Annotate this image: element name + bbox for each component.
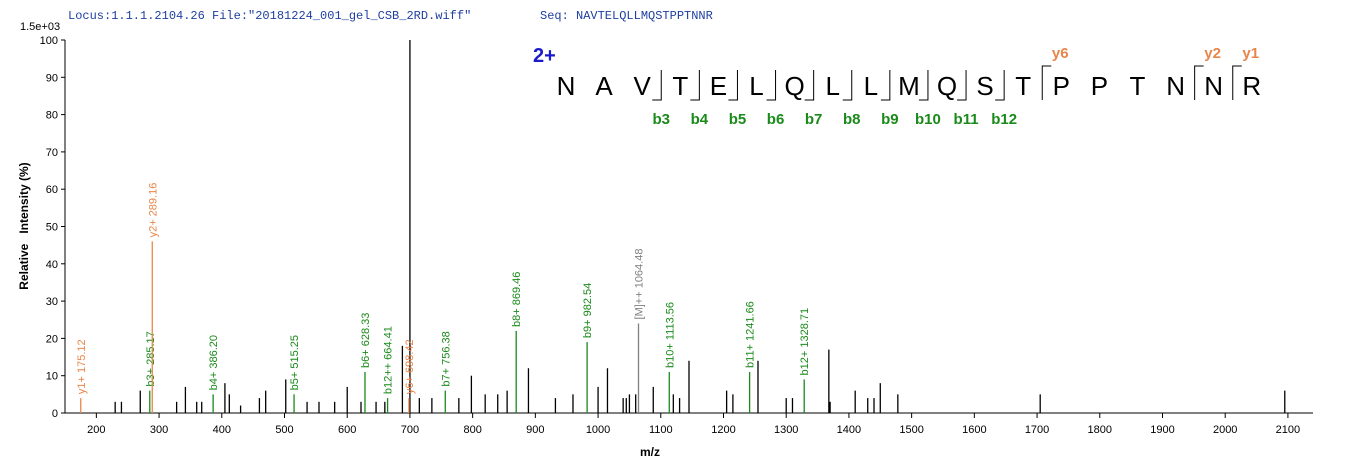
y-tick-label: 60 xyxy=(46,184,58,196)
x-tick-label: 1000 xyxy=(586,424,610,436)
b-bracket xyxy=(690,70,700,101)
residue: N xyxy=(1204,71,1223,101)
b-bracket xyxy=(766,70,777,101)
b-bracket xyxy=(957,70,967,101)
x-tick-label: 900 xyxy=(526,424,544,436)
peak-label: b4+ 386.20 xyxy=(208,335,220,390)
x-tick-label: 400 xyxy=(213,424,231,436)
peak-label: y6+ 698.42 xyxy=(404,339,416,394)
header-locus: Locus:1.1.1.2104.26 File:"20181224_001_g… xyxy=(68,9,471,23)
b-ion-label: b10 xyxy=(915,111,941,128)
x-tick-label: 800 xyxy=(463,424,481,436)
y-tick-label: 70 xyxy=(46,147,58,159)
x-axis-label: m/z xyxy=(640,445,660,459)
b-bracket xyxy=(995,70,1005,101)
peak-label: b7+ 756.38 xyxy=(440,331,452,386)
header-seq: Seq: NAVTELQLLMQSTPPTNNR xyxy=(540,9,713,23)
x-tick-label: 1400 xyxy=(837,424,861,436)
x-tick-label: 1200 xyxy=(711,424,735,436)
x-tick-label: 1300 xyxy=(774,424,798,436)
residue: Q xyxy=(784,71,804,101)
residue: N xyxy=(557,71,576,101)
y-ion-label: y6 xyxy=(1052,45,1069,62)
b-ion-label: b7 xyxy=(805,111,823,128)
residue: A xyxy=(595,71,613,101)
peak-label: b9+ 982.54 xyxy=(582,283,594,338)
peak-label: b12+ 1328.71 xyxy=(799,308,811,376)
residue: S xyxy=(976,71,993,101)
b-ion-label: b8 xyxy=(843,111,861,128)
b-bracket xyxy=(842,70,853,101)
peak-label: y1+ 175.12 xyxy=(76,339,88,394)
peak-label: b5+ 515.25 xyxy=(289,335,301,390)
x-tick-label: 200 xyxy=(87,424,105,436)
peak-label: b11+ 1241.66 xyxy=(745,301,757,368)
residue: L xyxy=(825,71,839,101)
x-tick-label: 1900 xyxy=(1150,424,1174,436)
y-tick-label: 100 xyxy=(40,35,58,47)
b-ion-label: b6 xyxy=(767,111,785,128)
residue: P xyxy=(1091,71,1108,101)
charge: 2+ xyxy=(533,45,556,67)
y-tick-label: 50 xyxy=(46,222,58,234)
residue: V xyxy=(634,71,652,101)
peak-label: b6+ 628.33 xyxy=(360,313,372,368)
x-tick-label: 2000 xyxy=(1213,424,1237,436)
residue: Q xyxy=(937,71,957,101)
b-bracket xyxy=(728,70,738,101)
x-tick-label: 1100 xyxy=(649,424,673,436)
x-tick-label: 1800 xyxy=(1088,424,1112,436)
x-tick-label: 1500 xyxy=(899,424,923,436)
y-bracket xyxy=(1194,65,1204,100)
b-bracket xyxy=(652,70,662,101)
y-tick-label: 10 xyxy=(46,371,58,383)
peak-label: [M]++ 1064.48 xyxy=(634,249,646,320)
y-tick-label: 80 xyxy=(46,110,58,122)
residue: L xyxy=(864,71,878,101)
x-tick-label: 300 xyxy=(150,424,168,436)
residue: P xyxy=(1053,71,1070,101)
b-ion-label: b4 xyxy=(691,111,709,128)
b-ion-label: b3 xyxy=(652,111,670,128)
residue: T xyxy=(1015,71,1031,101)
residue: T xyxy=(672,71,688,101)
y-bracket xyxy=(1232,65,1242,100)
b-ion-label: b11 xyxy=(954,111,979,128)
residue: N xyxy=(1166,71,1185,101)
x-tick-label: 1600 xyxy=(962,424,986,436)
x-tick-label: 500 xyxy=(275,424,293,436)
y-tick-label: 90 xyxy=(46,72,58,84)
y-ion-label: y2 xyxy=(1204,45,1221,62)
y-tick-label: 0 xyxy=(52,408,58,420)
residue: T xyxy=(1130,71,1146,101)
b-ion-label: b9 xyxy=(881,111,899,128)
y-tick-label: 20 xyxy=(46,333,58,345)
peak-label: b12++ 664.41 xyxy=(383,326,395,394)
x-tick-label: 1700 xyxy=(1025,424,1049,436)
peak-label: b8+ 869.46 xyxy=(511,272,523,327)
y-tick-label: 40 xyxy=(46,259,58,271)
b-ion-label: b5 xyxy=(729,111,747,128)
x-tick-label: 2100 xyxy=(1276,424,1300,436)
residue: E xyxy=(710,71,727,101)
y-ion-label: y1 xyxy=(1242,45,1259,62)
b-bracket xyxy=(918,70,929,101)
b-bracket xyxy=(804,70,815,101)
residue: R xyxy=(1242,71,1261,101)
scale-label: 1.5e+03 xyxy=(20,21,60,33)
residue: M xyxy=(898,71,920,101)
b-ion-label: b12 xyxy=(991,111,1017,128)
peak-label: b10+ 1113.56 xyxy=(664,302,676,368)
b-bracket xyxy=(880,70,891,101)
y-bracket xyxy=(1041,65,1052,100)
peak-label: b3+ 285.17 xyxy=(145,331,157,386)
y-tick-label: 30 xyxy=(46,296,58,308)
peak-label: y2+ 289.16 xyxy=(147,183,159,238)
residue: L xyxy=(749,71,763,101)
y-axis-label: Relative Intensity (%) xyxy=(17,162,31,289)
x-tick-label: 700 xyxy=(401,424,419,436)
x-tick-label: 600 xyxy=(338,424,356,436)
